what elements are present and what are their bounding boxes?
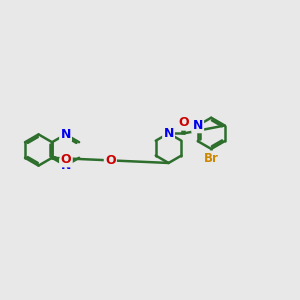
Text: N: N [193,119,203,132]
Text: O: O [61,153,71,166]
Text: N: N [60,128,71,141]
Text: O: O [179,116,190,129]
Text: N: N [164,127,174,140]
Text: Br: Br [204,152,219,165]
Text: O: O [105,154,116,167]
Text: N: N [60,159,71,172]
